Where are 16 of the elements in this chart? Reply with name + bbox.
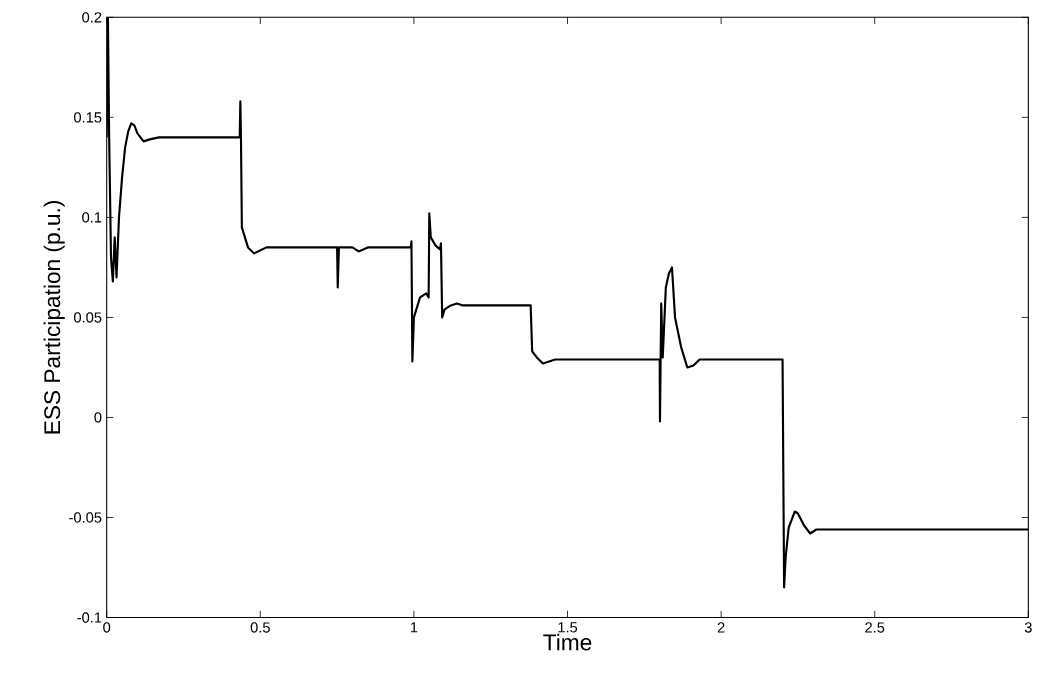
x-tick-label: 1	[410, 622, 418, 633]
x-tick-label: 2.5	[865, 622, 885, 633]
x-tick-label: 3	[1024, 622, 1032, 633]
y-axis-title: ESS Participation (p.u.)	[43, 201, 65, 434]
y-tick-label: 0.15	[74, 112, 102, 123]
y-tick-label: 0.1	[82, 212, 102, 223]
x-axis-title: Time	[543, 634, 592, 651]
x-tick-label: 0.5	[250, 622, 270, 633]
x-tick-label: 0	[103, 622, 111, 633]
x-tick-label: 2	[717, 622, 725, 633]
x-tick-label: 1.5	[558, 622, 578, 633]
y-tick-label: 0.2	[82, 12, 102, 23]
y-tick-label: 0	[94, 412, 102, 423]
y-tick-label: -0.1	[77, 612, 102, 623]
y-tick-label: -0.05	[69, 512, 102, 523]
y-tick-label: 0.05	[74, 312, 102, 323]
